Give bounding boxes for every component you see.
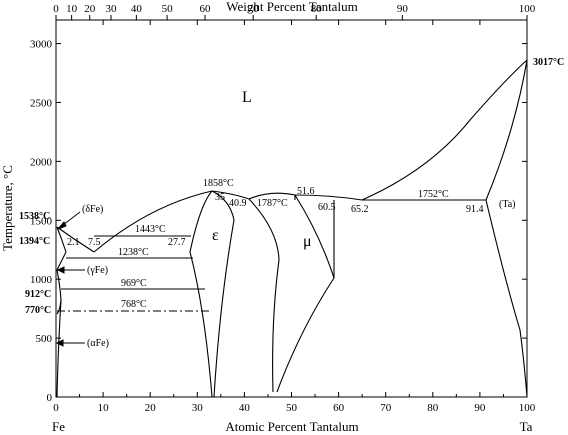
isotherm-label-1752: 1752°C (418, 189, 449, 200)
point-label-40-9: 40.9 (229, 198, 247, 209)
temp-label-1538: 1538°C (19, 211, 50, 222)
phase-boundaries (56, 59, 528, 398)
bottom-tick-label: 30 (192, 402, 204, 414)
point-label-65-2: 65.2 (351, 204, 369, 215)
isotherm-label-969: 969°C (121, 278, 147, 289)
top-axis-ticks: 0 10 20 30 40 50 60 70 80 90 100 (53, 3, 536, 20)
isotherm-label-768: 768°C (121, 299, 147, 310)
bottom-tick-label: 40 (239, 402, 251, 414)
point-label-1858: 1858°C (203, 178, 234, 189)
alpha-fe-boundary (56, 299, 62, 398)
bottom-tick-label: 10 (98, 402, 110, 414)
isotherm-label-1443: 1443°C (135, 224, 166, 235)
top-tick-label: 90 (397, 3, 409, 15)
temp-label-912: 912°C (25, 289, 51, 300)
temp-label-1394: 1394°C (19, 236, 50, 247)
bottom-tick-label: 90 (474, 402, 486, 414)
point-label-35: 35 (215, 192, 225, 203)
phase-ta: (Ta) (499, 199, 516, 210)
left-axis-title: Temperature, °C (0, 165, 15, 251)
bottom-tick-label: 70 (380, 402, 392, 414)
delta-fe-boundary (56, 226, 67, 271)
top-tick-label: 100 (519, 3, 536, 15)
temp-label-770: 770°C (25, 305, 51, 316)
left-tick-label: 2000 (30, 156, 53, 168)
bottom-tick-label: 100 (519, 402, 536, 414)
right-element-label: Ta (520, 419, 533, 434)
liquidus-ta-side (361, 59, 528, 201)
top-tick-label: 70 (248, 3, 260, 15)
liquidus-mu-to-ta (294, 194, 363, 201)
bottom-tick-label: 80 (427, 402, 439, 414)
fe-arrows (55, 211, 85, 347)
top-tick-label: 60 (200, 3, 212, 15)
liquidus-fe-side (56, 226, 95, 253)
liquidus-to-epsilon-max (93, 190, 213, 253)
top-axis-title: Weight Percent Tantalum (226, 0, 357, 14)
arrowhead-delta-fe (57, 221, 67, 230)
solidus-ta-side (485, 59, 528, 201)
mu-right-boundary (276, 194, 335, 393)
point-label-51-6: 51.6 (297, 186, 315, 197)
isotherm-label-1238: 1238°C (118, 247, 149, 258)
left-tick-label: 3000 (30, 39, 53, 51)
point-label-91-4: 91.4 (466, 204, 484, 215)
bottom-tick-label: 20 (145, 402, 157, 414)
top-tick-label: 0 (53, 3, 59, 15)
point-label-7-5: 7.5 (88, 237, 101, 248)
left-tick-label: 0 (47, 392, 53, 404)
top-tick-label: 80 (311, 3, 323, 15)
phase-liquid: L (242, 89, 252, 106)
left-tick-label: 1500 (30, 215, 53, 227)
plot-frame (55, 19, 528, 398)
phase-delta-fe: (δFe) (82, 204, 103, 215)
top-tick-label: 50 (162, 3, 174, 15)
mu-left-boundary (248, 198, 280, 393)
left-axis-ticks: 0 500 1000 1500 2000 2500 3000 (30, 39, 527, 404)
liquidus-epsilon-to-mu (211, 190, 250, 200)
top-tick-label: 30 (106, 3, 118, 15)
phase-epsilon: ε (212, 227, 219, 244)
left-element-label: Fe (52, 419, 65, 434)
left-tick-label: 500 (36, 333, 53, 345)
solvus-ta (485, 199, 528, 398)
left-tick-label: 2500 (30, 97, 53, 109)
point-label-27-7: 27.7 (168, 237, 186, 248)
point-label-60-5: 60.5 (318, 202, 336, 213)
temp-label-3017: 3017°C (533, 57, 564, 68)
bottom-axis-title: Atomic Percent Tantalum (225, 419, 358, 434)
bottom-tick-label: 60 (333, 402, 345, 414)
epsilon-left-boundary (189, 190, 213, 398)
left-tick-label: 1000 (30, 274, 53, 286)
arrowhead-gamma-fe (56, 266, 65, 274)
liquidus-mu (248, 192, 296, 200)
phase-gamma-fe: (γFe) (87, 265, 108, 276)
bottom-tick-label: 50 (286, 402, 298, 414)
top-tick-label: 40 (131, 3, 143, 15)
top-tick-label: 10 (66, 3, 78, 15)
phase-alpha-fe: (αFe) (87, 338, 109, 349)
bottom-tick-label: 0 (53, 402, 59, 414)
arrowhead-alpha-fe (55, 339, 64, 347)
phase-mu: μ (303, 233, 312, 250)
bottom-axis-ticks: 0 10 20 30 40 50 60 70 80 90 100 (53, 20, 536, 414)
epsilon-right-boundary (211, 190, 235, 398)
point-label-2-1: 2.1 (67, 237, 80, 248)
point-label-1787: 1787°C (257, 198, 288, 209)
top-tick-label: 20 (84, 3, 96, 15)
